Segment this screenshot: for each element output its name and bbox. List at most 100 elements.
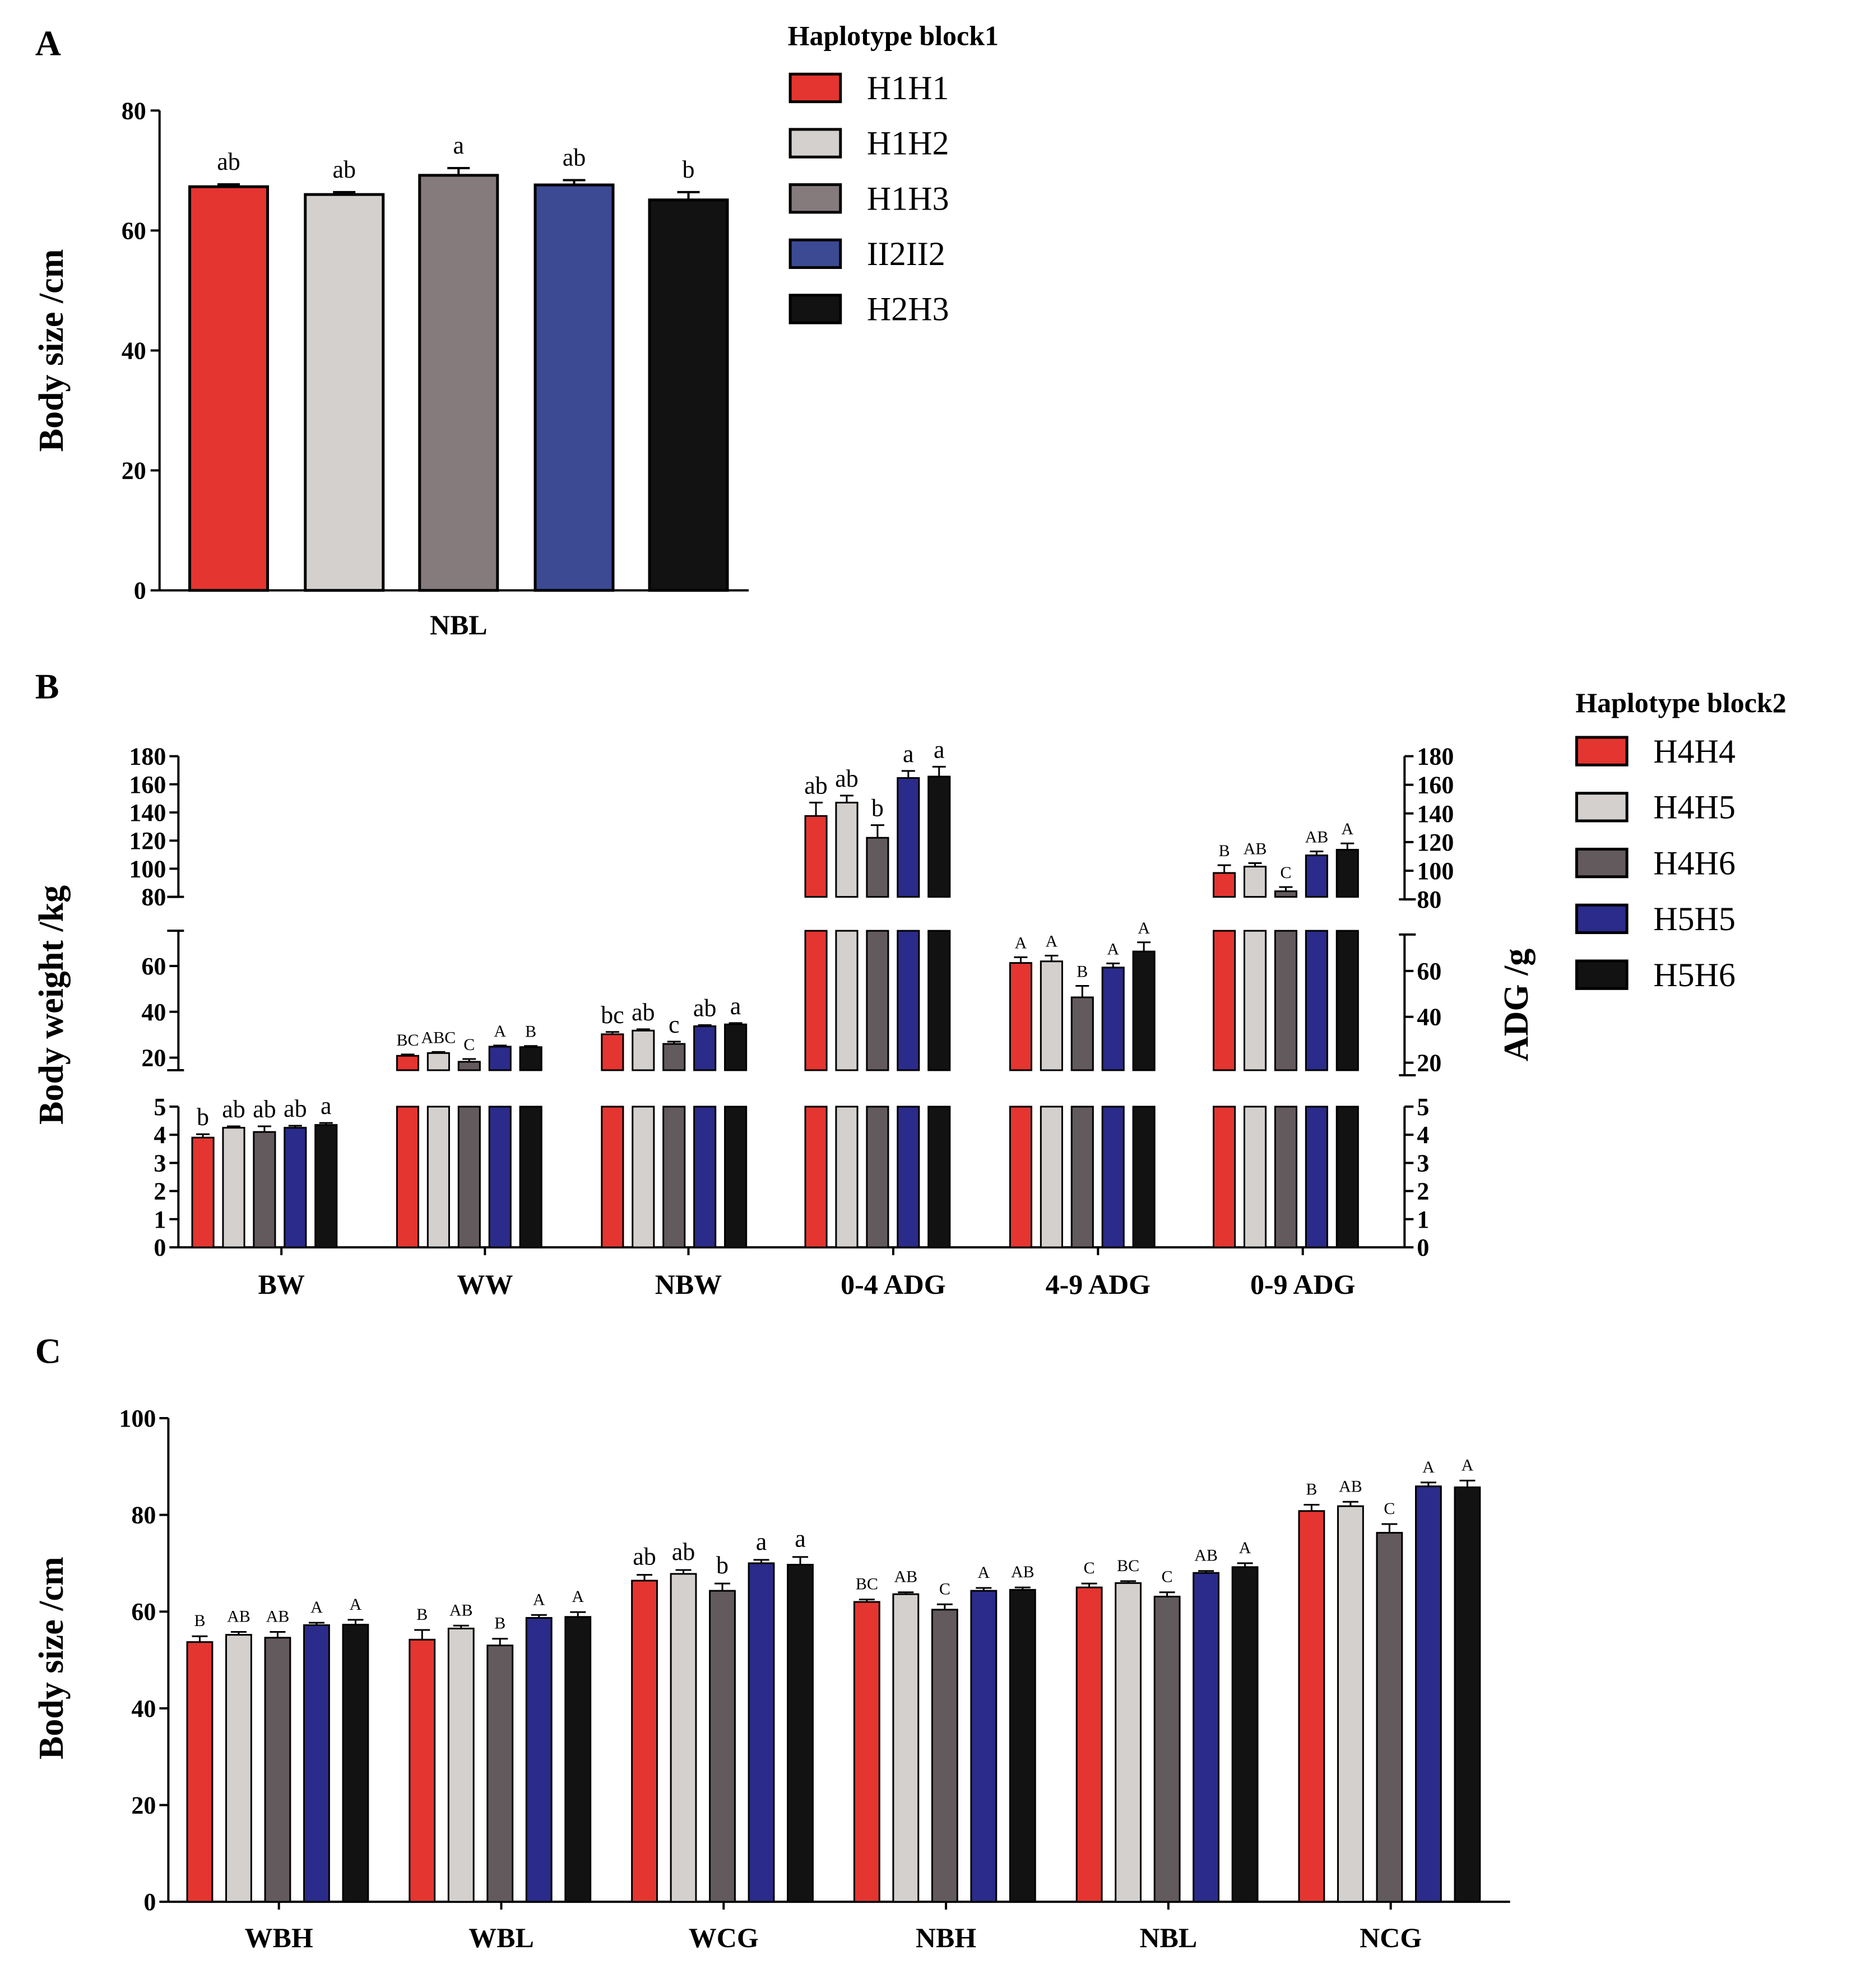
bar (1009, 1588, 1036, 1903)
x-category-label: NBH (916, 1922, 976, 1953)
bar (1193, 1572, 1220, 1903)
legend-swatch (1575, 959, 1629, 990)
significance-letter: a (730, 992, 741, 1020)
significance-letter: ab (253, 1095, 276, 1123)
x-category-label: 4-9 ADG (1046, 1269, 1151, 1300)
significance-letter: BC (396, 1031, 419, 1049)
bar (693, 1025, 717, 1071)
bar (632, 1106, 655, 1248)
bar (927, 930, 951, 1071)
significance-letter: A (977, 1563, 990, 1582)
y-tick-label-b: 60 (141, 953, 166, 980)
bar (188, 185, 270, 592)
y-tick-label-b: 160 (129, 771, 166, 798)
significance-letter: ab (284, 1095, 307, 1122)
bar (835, 930, 859, 1071)
legend-label: H5H5 (1653, 900, 1736, 937)
y-tick-label-b: 4 (154, 1121, 166, 1149)
y-tick-label-b: 140 (129, 799, 166, 826)
bar (1244, 866, 1267, 898)
x-category-label: WW (457, 1269, 513, 1300)
legend-label: H2H3 (867, 291, 949, 328)
significance-letter: a (903, 740, 914, 768)
significance-letter: b (197, 1103, 209, 1131)
significance-letter: A (1046, 932, 1058, 950)
bar (396, 1055, 420, 1071)
y-tick-label-a: 0 (134, 577, 146, 605)
bar (927, 1106, 951, 1248)
significance-letter: AB (1194, 1546, 1218, 1565)
legend-swatch (1575, 903, 1629, 935)
bar (186, 1641, 214, 1903)
y-tick-label-b: 3 (154, 1149, 166, 1177)
bar (866, 930, 889, 1071)
bar (1213, 930, 1236, 1071)
bar (191, 1136, 215, 1248)
bar (1101, 967, 1125, 1071)
bar (693, 1106, 717, 1248)
significance-letter: BC (1117, 1557, 1139, 1575)
bar (1454, 1486, 1481, 1903)
y-axis-title-a: Body size /cm (33, 249, 71, 452)
bar (1415, 1485, 1442, 1903)
legend-label: H1H2 (867, 125, 949, 162)
significance-letter: bc (601, 1001, 624, 1029)
significance-letter: A (1138, 919, 1150, 937)
bar (1305, 1106, 1328, 1248)
bar (970, 1590, 998, 1903)
legend-label: H1H1 (867, 69, 949, 106)
bar (897, 1106, 920, 1248)
y2-tick-label-b: 0 (1417, 1234, 1429, 1261)
bar (662, 1106, 686, 1248)
y-tick-label-b: 80 (141, 884, 166, 911)
y-tick-label-a: 40 (122, 337, 146, 364)
legend-label: H1H3 (867, 180, 949, 217)
bar (534, 183, 615, 592)
significance-letter: B (416, 1605, 428, 1624)
legend-swatch (788, 183, 842, 214)
bar (1305, 854, 1328, 898)
bar (631, 1580, 658, 1903)
bar (1335, 1106, 1359, 1248)
bar (1153, 1595, 1181, 1903)
y2-tick-label-b: 160 (1417, 772, 1454, 799)
x-category-label: 0-4 ADG (841, 1269, 946, 1300)
significance-letter: A (494, 1022, 506, 1041)
bar (804, 815, 828, 898)
y2-tick-label-b: 100 (1417, 857, 1454, 885)
significance-letter: ab (632, 998, 655, 1026)
legend-title-a: Haplotype block1 (788, 20, 999, 52)
bar (284, 1127, 307, 1248)
y-tick-label-b: 1 (154, 1206, 166, 1233)
legend-label: II2II2 (867, 235, 945, 272)
y2-tick-label-b: 3 (1417, 1149, 1429, 1177)
y-tick-label-a: 60 (122, 217, 146, 244)
bar (1337, 1505, 1364, 1903)
bar (927, 775, 951, 898)
significance-letter: A (1422, 1458, 1435, 1476)
bar (225, 1634, 252, 1903)
x-category-label: WBH (245, 1922, 313, 1953)
y-tick-label-b: 2 (154, 1178, 166, 1205)
x-category-label: BW (258, 1269, 304, 1300)
y2-tick-label-b: 1 (1417, 1206, 1429, 1233)
y2-tick-label-b: 4 (1417, 1121, 1429, 1149)
legend-swatch (1575, 736, 1629, 767)
y2-tick-label-b: 5 (1417, 1093, 1429, 1121)
bar (1115, 1582, 1142, 1903)
significance-letter: B (494, 1614, 505, 1633)
bar (1376, 1532, 1403, 1903)
bar (519, 1046, 542, 1071)
legend-label: H4H5 (1653, 789, 1736, 826)
significance-letter: A (350, 1595, 362, 1614)
bar (418, 174, 499, 592)
bar (426, 1052, 450, 1071)
significance-letter: B (1306, 1480, 1317, 1498)
bar (866, 837, 889, 898)
bar (564, 1616, 592, 1903)
bar (1070, 996, 1094, 1071)
bar (648, 198, 729, 592)
bar (222, 1127, 245, 1248)
x-category-label: NBL (1139, 1922, 1197, 1953)
